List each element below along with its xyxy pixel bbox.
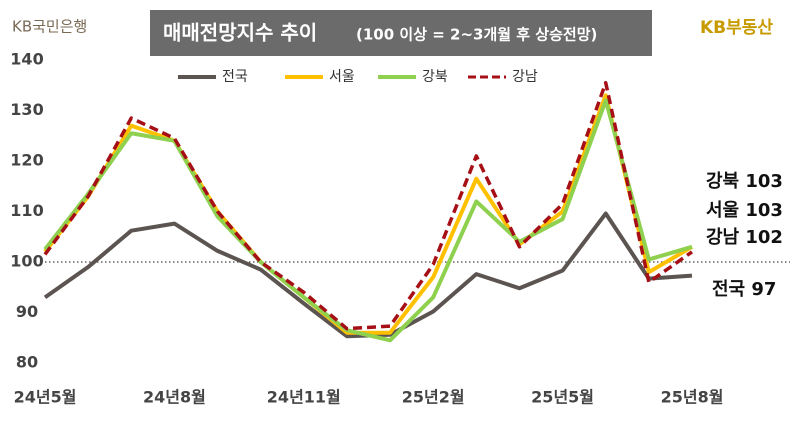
legend-label: 서울	[329, 69, 355, 85]
legend-label: 강남	[512, 69, 538, 85]
y-tick-label: 120	[10, 151, 43, 170]
y-tick-label: 80	[16, 353, 38, 372]
x-tick-label: 25년2월	[402, 388, 465, 407]
x-tick-label: 24년8월	[143, 388, 206, 407]
series-line	[43, 98, 693, 343]
chart-title: 매매전망지수 추이	[163, 21, 317, 45]
x-tick-label: 25년8월	[661, 388, 724, 407]
chart-subtitle: (100 이상 = 2~3개월 후 상승전망)	[356, 26, 597, 44]
series-line	[43, 211, 693, 339]
x-tick-label: 25년5월	[531, 388, 594, 407]
title-box	[150, 10, 652, 56]
end-label: 전국 97	[712, 279, 776, 300]
y-tick-label: 130	[10, 100, 43, 119]
end-label: 서울 103	[706, 200, 783, 221]
brand-right: KB부동산	[700, 18, 773, 38]
end-label: 강북 103	[706, 171, 783, 192]
y-tick-label: 140	[10, 50, 43, 69]
brand-left: KB국민은행	[12, 18, 87, 36]
end-label: 강남 102	[706, 227, 783, 248]
legend-label: 전국	[222, 69, 248, 85]
legend-label: 강북	[422, 69, 448, 85]
series-line	[43, 80, 694, 331]
x-tick-label: 24년5월	[14, 388, 77, 407]
y-tick-label: 90	[16, 302, 38, 321]
x-tick-label: 24년11월	[267, 388, 341, 407]
series-line	[43, 93, 694, 335]
y-tick-label: 110	[10, 201, 43, 220]
y-tick-label: 100	[10, 252, 43, 271]
